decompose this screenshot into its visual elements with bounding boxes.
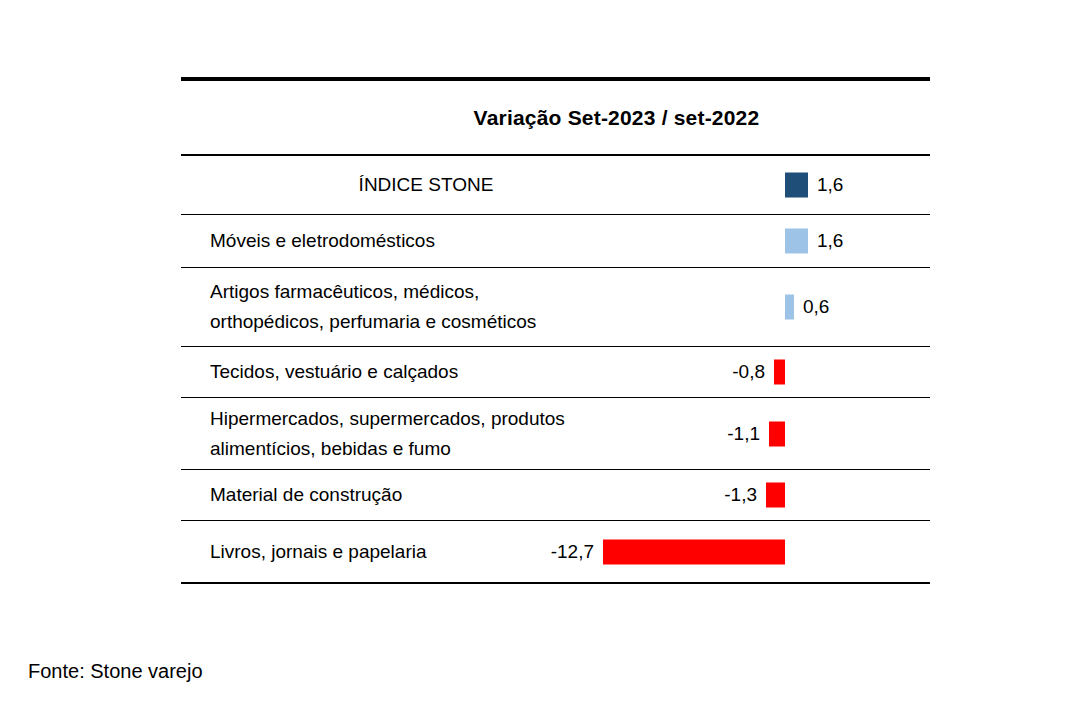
table-row: Material de construção -1,3: [181, 470, 930, 521]
value-label: -1,3: [724, 484, 757, 506]
category-label: ÍNDICE STONE: [181, 170, 671, 200]
value-bar: [785, 295, 794, 320]
value-bar: [766, 483, 785, 508]
value-label: -1,1: [727, 423, 760, 445]
value-label: -12,7: [551, 541, 594, 563]
category-label: Tecidos, vestuário e calçados: [181, 357, 458, 387]
category-label: Material de construção: [181, 480, 402, 510]
table-row: Artigos farmacêuticos, médicos, orthopéd…: [181, 268, 930, 347]
variation-table: Variação Set-2023 / set-2022 ÍNDICE STON…: [181, 77, 930, 584]
table-row: ÍNDICE STONE 1,6: [181, 156, 930, 215]
chart-title: Variação Set-2023 / set-2022: [474, 106, 760, 130]
table-row: Móveis e eletrodomésticos 1,6: [181, 215, 930, 268]
table-row: Livros, jornais e papelaria -12,7: [181, 521, 930, 584]
value-bar: [785, 229, 808, 254]
value-label: -0,8: [732, 361, 765, 383]
source-note: Fonte: Stone varejo: [28, 660, 203, 683]
rows-container: ÍNDICE STONE1,6Móveis e eletrodomésticos…: [181, 156, 930, 584]
value-bar: [774, 360, 785, 385]
value-label: 0,6: [803, 296, 829, 318]
table-row: Hipermercados, supermercados, produtos a…: [181, 398, 930, 470]
category-label: Hipermercados, supermercados, produtos a…: [181, 404, 565, 464]
category-label: Livros, jornais e papelaria: [181, 537, 427, 567]
value-label: 1,6: [817, 174, 843, 196]
category-label: Artigos farmacêuticos, médicos, orthopéd…: [181, 277, 536, 337]
value-bar: [603, 539, 785, 564]
category-label: Móveis e eletrodomésticos: [181, 226, 435, 256]
title-row: Variação Set-2023 / set-2022: [181, 81, 930, 154]
value-bar: [785, 173, 808, 198]
table-row: Tecidos, vestuário e calçados -0,8: [181, 347, 930, 398]
chart-canvas: Variação Set-2023 / set-2022 ÍNDICE STON…: [0, 0, 1074, 714]
value-label: 1,6: [817, 230, 843, 252]
value-bar: [769, 421, 785, 446]
